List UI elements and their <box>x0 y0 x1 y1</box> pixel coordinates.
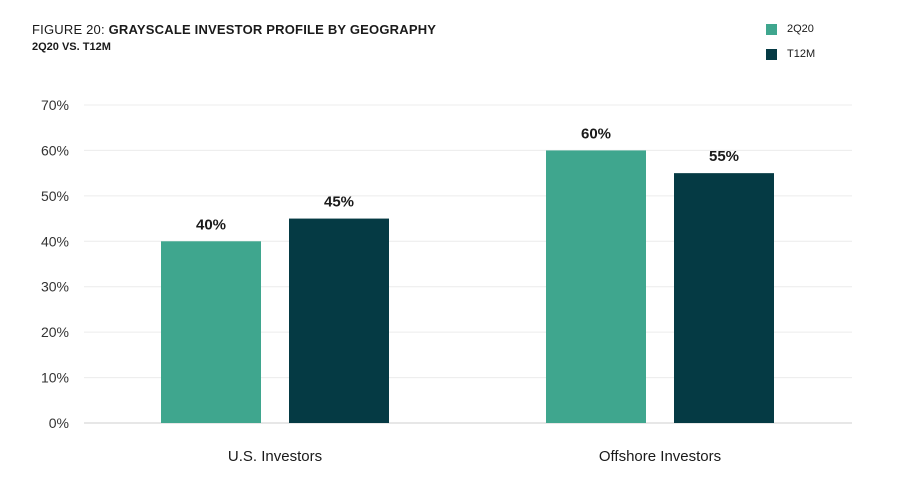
data-label: 40% <box>196 216 226 233</box>
y-tick-label: 40% <box>41 233 69 249</box>
bar-t12m-0 <box>289 218 389 423</box>
y-tick-label: 30% <box>41 279 69 295</box>
y-tick-label: 10% <box>41 370 69 386</box>
data-label: 45% <box>324 194 354 211</box>
chart-legend: 2Q20 T12M <box>766 22 815 72</box>
data-label: 55% <box>709 148 739 165</box>
y-tick-label: 0% <box>49 415 69 431</box>
chart-title-prefix: FIGURE 20: <box>32 22 109 37</box>
y-axis: 0% 10% 20% 30% 40% 50% 60% 70% <box>41 97 69 431</box>
chart-title-main: GRAYSCALE INVESTOR PROFILE BY GEOGRAPHY <box>108 22 437 37</box>
legend-swatch-2q20 <box>766 23 777 35</box>
data-label: 60% <box>581 125 611 142</box>
bar-t12m-1 <box>674 173 774 423</box>
y-tick-label: 50% <box>41 188 69 204</box>
legend-label-2q20: 2Q20 <box>787 23 814 35</box>
x-category-label: U.S. Investors <box>228 448 322 465</box>
legend-swatch-t12m <box>766 48 777 60</box>
x-axis: U.S. Investors Offshore Investors <box>228 448 721 465</box>
bars: 40% 45% 60% 55% <box>161 125 774 423</box>
legend-label-t12m: T12M <box>787 48 816 60</box>
x-category-label: Offshore Investors <box>599 448 721 465</box>
y-tick-label: 60% <box>41 142 69 158</box>
legend-item-t12m: T12M <box>766 47 815 61</box>
chart-title: FIGURE 20: GRAYSCALE INVESTOR PROFILE BY… <box>32 22 436 37</box>
legend-item-2q20: 2Q20 <box>766 22 815 36</box>
chart-subtitle: 2Q20 VS. T12M <box>32 41 111 53</box>
y-tick-label: 70% <box>41 97 69 113</box>
chart-header: FIGURE 20: GRAYSCALE INVESTOR PROFILE BY… <box>32 22 436 53</box>
bar-2q20-0 <box>161 241 261 423</box>
bar-2q20-1 <box>546 150 646 423</box>
y-tick-label: 20% <box>41 324 69 340</box>
